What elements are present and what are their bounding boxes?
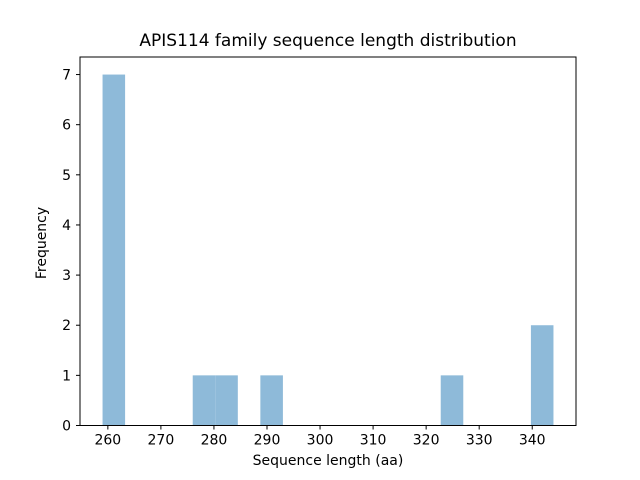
histogram-bar — [440, 375, 464, 426]
x-tick-label: 270 — [148, 433, 175, 449]
x-tick-label: 340 — [519, 433, 546, 449]
y-axis-label: Frequency — [34, 207, 50, 279]
x-axis-label: Sequence length (aa) — [253, 453, 404, 469]
plot-border — [79, 56, 577, 426]
y-tick-label: 7 — [62, 68, 71, 84]
x-tick-label: 320 — [413, 433, 440, 449]
y-tick-label: 4 — [62, 218, 71, 234]
y-tick-label: 5 — [62, 168, 71, 184]
histogram-bar — [192, 375, 216, 426]
x-tick-label: 300 — [307, 433, 334, 449]
x-tick-label: 260 — [94, 433, 121, 449]
y-tick-label: 3 — [62, 268, 71, 284]
y-tick-label: 0 — [62, 419, 71, 435]
x-tick-label: 310 — [360, 433, 387, 449]
x-tick-label: 290 — [254, 433, 281, 449]
axes-group: 260 270 280 290 300 310 320 330 340 0 1 2 3 4 5 6 7 — [62, 56, 577, 449]
histogram-bar — [530, 325, 554, 426]
bars-group — [102, 74, 554, 426]
y-tick-label: 2 — [62, 318, 71, 334]
histogram-bar — [102, 74, 126, 426]
histogram-bar — [215, 375, 238, 426]
y-tick-label: 1 — [62, 368, 71, 384]
y-tick-label: 6 — [62, 118, 71, 134]
chart-title: APIS114 family sequence length distribut… — [139, 31, 516, 51]
histogram-bar — [260, 375, 283, 426]
x-tick-label: 280 — [201, 433, 228, 449]
x-tick-label: 330 — [466, 433, 493, 449]
